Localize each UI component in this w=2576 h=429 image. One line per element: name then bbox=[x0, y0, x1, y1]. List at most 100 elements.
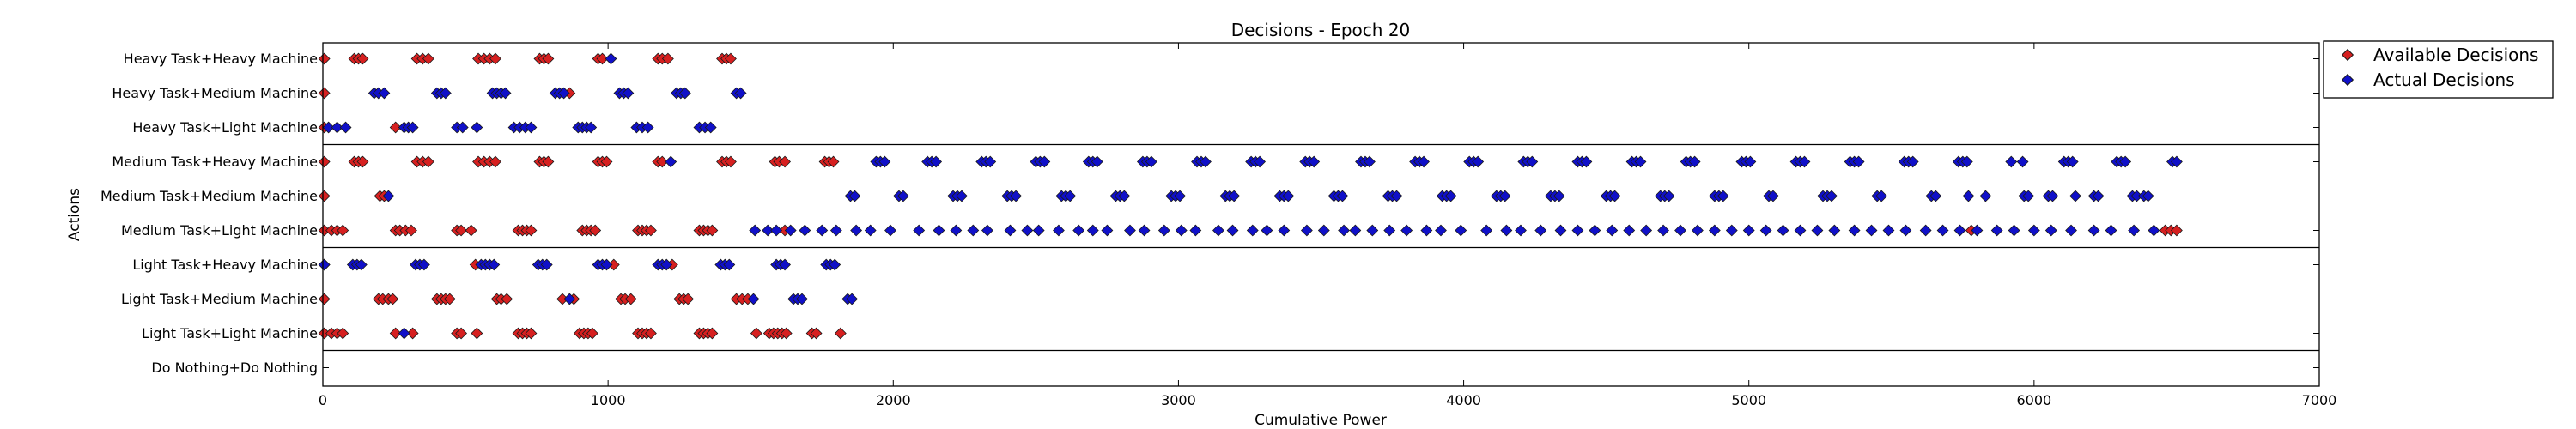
actual-decision-marker bbox=[796, 293, 808, 305]
plot-frame bbox=[322, 42, 2320, 387]
actual-decision-marker bbox=[799, 224, 811, 237]
actual-decision-marker bbox=[1300, 224, 1313, 237]
actual-decision-marker bbox=[1052, 224, 1065, 237]
actual-decision-marker bbox=[382, 190, 395, 202]
y-category-label: Light Task+Heavy Machine bbox=[132, 257, 318, 273]
actual-decision-marker bbox=[2022, 190, 2035, 202]
available-decision-marker bbox=[489, 52, 501, 65]
actual-decision-marker bbox=[1200, 155, 1212, 168]
actual-decision-marker bbox=[1145, 155, 1157, 168]
actual-decision-marker bbox=[1515, 224, 1527, 237]
actual-decision-marker bbox=[2044, 224, 2057, 237]
actual-decision-marker bbox=[1383, 224, 1396, 237]
actual-decision-marker bbox=[2066, 155, 2079, 168]
actual-decision-marker bbox=[378, 87, 391, 100]
y-category-label: Medium Task+Light Machine bbox=[121, 222, 318, 239]
actual-decision-marker bbox=[2170, 155, 2183, 168]
actual-decision-marker bbox=[1623, 224, 1636, 237]
actual-decision-marker bbox=[749, 224, 762, 237]
available-decision-marker bbox=[586, 327, 598, 340]
available-decision-marker bbox=[489, 155, 501, 168]
actual-decision-marker bbox=[864, 224, 877, 237]
actual-decision-marker bbox=[1091, 155, 1103, 168]
available-decision-marker bbox=[318, 155, 331, 168]
actual-decision-marker bbox=[1606, 224, 1619, 237]
actual-decision-marker bbox=[540, 258, 553, 271]
actual-decision-marker bbox=[525, 121, 538, 134]
actual-decision-marker bbox=[1189, 224, 1202, 237]
actual-decision-marker bbox=[1086, 224, 1099, 237]
actual-decision-marker bbox=[1554, 224, 1567, 237]
actual-decision-marker bbox=[829, 224, 842, 237]
available-decision-marker bbox=[596, 52, 609, 65]
available-decision-marker bbox=[443, 293, 456, 305]
actual-decision-marker bbox=[2008, 224, 2020, 237]
available-decision-marker bbox=[780, 327, 793, 340]
legend: Available Decisions Actual Decisions bbox=[2323, 40, 2554, 99]
actual-decision-marker bbox=[585, 121, 598, 134]
actual-decision-marker bbox=[950, 224, 963, 237]
actual-decision-marker bbox=[355, 258, 368, 271]
actual-decision-marker bbox=[1212, 224, 1224, 237]
x-tick-label: 4000 bbox=[1446, 392, 1481, 408]
actual-decision-marker bbox=[1124, 224, 1136, 237]
actual-decision-marker bbox=[762, 224, 775, 237]
actual-decision-marker bbox=[1552, 190, 1565, 202]
actual-decision-marker bbox=[1979, 190, 1992, 202]
available-decision-marker bbox=[525, 327, 538, 340]
actual-decision-marker bbox=[734, 87, 747, 100]
legend-label-available: Available Decisions bbox=[2373, 45, 2538, 65]
available-decision-marker bbox=[406, 327, 419, 340]
actual-decision-marker bbox=[1657, 224, 1670, 237]
available-decision-marker bbox=[779, 155, 792, 168]
actual-decision-marker bbox=[981, 224, 993, 237]
actual-decision-marker bbox=[704, 121, 717, 134]
actual-decision-marker bbox=[1865, 224, 1878, 237]
actual-decision-marker bbox=[1032, 224, 1045, 237]
actual-decision-marker bbox=[1004, 224, 1017, 237]
actual-decision-marker bbox=[2069, 190, 2081, 202]
actual-decision-marker bbox=[2046, 190, 2059, 202]
y-axis: Heavy Task+Heavy Machine Heavy Task+Mediu… bbox=[100, 51, 2319, 376]
actual-decision-marker bbox=[1811, 224, 1824, 237]
actual-decision-marker bbox=[1400, 224, 1413, 237]
actual-decision-marker bbox=[1899, 224, 1912, 237]
available-decision-marker bbox=[607, 258, 620, 271]
actual-decision-marker bbox=[2130, 190, 2143, 202]
actual-decision-marker bbox=[557, 87, 570, 100]
available-decision-marker bbox=[318, 87, 331, 100]
actual-decision-marker bbox=[1261, 224, 1273, 237]
available-decision-marker bbox=[725, 52, 737, 65]
actual-decision-marker bbox=[913, 224, 926, 237]
actual-decision-marker bbox=[1308, 155, 1321, 168]
y-category-label: Heavy Task+Light Machine bbox=[132, 119, 318, 136]
actual-decision-marker bbox=[1435, 224, 1447, 237]
actual-decision-marker bbox=[439, 87, 452, 100]
actual-decision-marker bbox=[984, 155, 997, 168]
actual-decision-marker bbox=[1960, 155, 1973, 168]
actual-decision-marker bbox=[1971, 224, 1984, 237]
actual-decision-marker bbox=[1072, 224, 1085, 237]
actual-decision-marker bbox=[331, 121, 343, 134]
actual-decision-marker bbox=[1828, 224, 1841, 237]
actual-decision-marker bbox=[1875, 190, 1888, 202]
actual-decision-marker bbox=[1929, 190, 1942, 202]
actual-decision-marker bbox=[2005, 155, 2018, 168]
actual-decision-marker bbox=[1118, 190, 1131, 202]
actual-decision-marker bbox=[1317, 224, 1330, 237]
available-decision-marker bbox=[556, 293, 568, 305]
actual-decision-marker bbox=[1101, 224, 1114, 237]
actual-decision-marker bbox=[850, 224, 863, 237]
available-decision-marker bbox=[455, 327, 468, 340]
available-decision-marker bbox=[356, 155, 369, 168]
actual-decision-marker bbox=[563, 293, 576, 305]
actual-decision-marker bbox=[641, 121, 654, 134]
available-decision-marker bbox=[422, 52, 434, 65]
available-decision-marker bbox=[589, 224, 602, 237]
actual-decision-marker bbox=[456, 121, 469, 134]
actual-decision-marker bbox=[660, 258, 673, 271]
actual-decision-marker bbox=[1759, 224, 1772, 237]
actual-decision-marker bbox=[318, 258, 331, 271]
actual-decision-marker bbox=[1498, 190, 1511, 202]
actual-decision-marker bbox=[1882, 224, 1895, 237]
